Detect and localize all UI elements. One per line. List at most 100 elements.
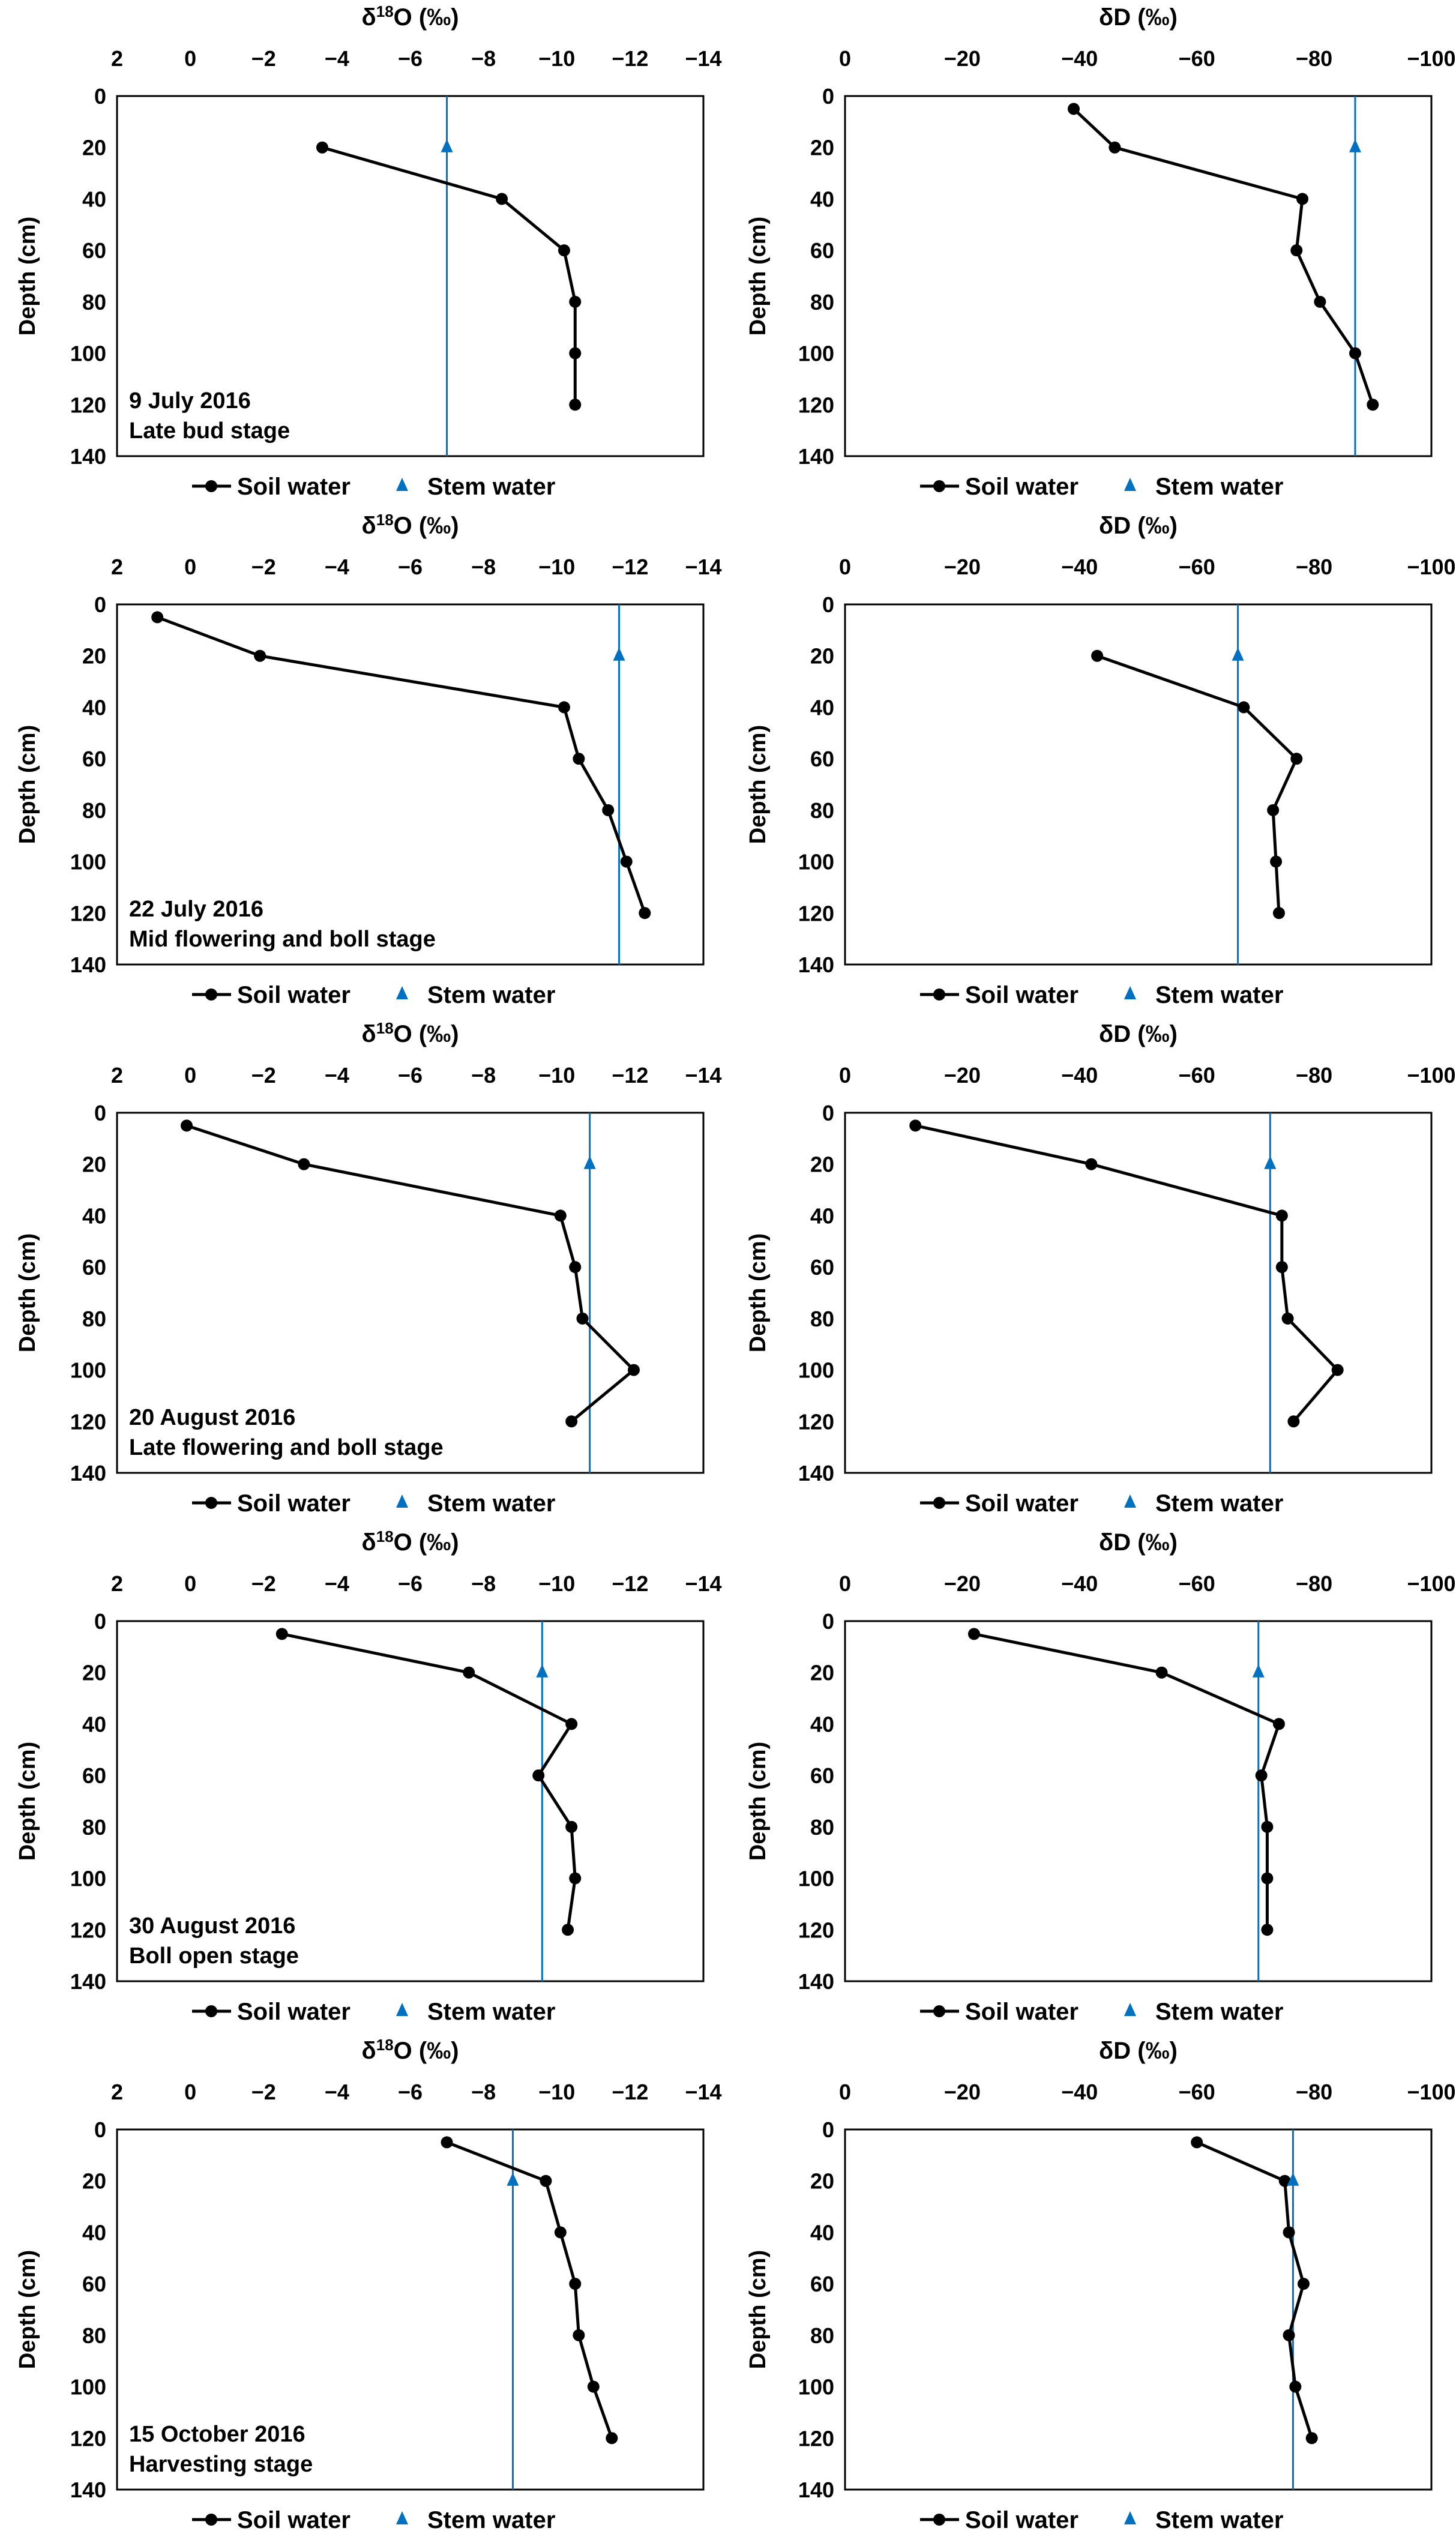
chart-panel-3: δ18O (‰) 2 0 −2 −4 −6 −8 −10 −12 −14 0 20 40 60 80 100 1… bbox=[0, 508, 728, 1017]
y-tick-label: 40 bbox=[810, 695, 834, 720]
y-tick-label: 100 bbox=[70, 1867, 106, 1891]
x-tick-label: −6 bbox=[398, 1063, 423, 1088]
soil-water-line bbox=[1097, 654, 1299, 913]
chart-svg: δ18O (‰)2 0 −2 −4 −6 −8 −10 −12 −140204060801001… bbox=[15, 1019, 722, 1517]
legend-stem-label: Stem water bbox=[427, 474, 555, 500]
x-tick-label: −100 bbox=[1407, 2080, 1455, 2104]
soil-water-point bbox=[967, 1628, 980, 1640]
y-tick-label: 100 bbox=[70, 850, 106, 874]
soil-water-point bbox=[587, 2380, 600, 2393]
y-tick-label: 140 bbox=[798, 952, 834, 977]
legend-soil-marker bbox=[205, 2005, 217, 2017]
plot-frame bbox=[844, 603, 1433, 966]
y-tick-label: 60 bbox=[810, 2272, 834, 2296]
chart-panel-8: δD (‰) 0 −20 −40 −60 −80 −100 0 20 40 60 80 100 120 14… bbox=[728, 1525, 1456, 2033]
x-tick-label: −60 bbox=[1179, 1571, 1215, 1596]
soil-water-point bbox=[1272, 907, 1285, 919]
chart-panel-7: δ18O (‰) 2 0 −2 −4 −6 −8 −10 −12 −14 0 20 40 60 80 100 1… bbox=[0, 1525, 728, 2033]
x-tick-label: −14 bbox=[685, 1571, 721, 1596]
x-tick-label: 2 bbox=[111, 46, 123, 71]
legend-soil-marker bbox=[205, 2514, 217, 2526]
x-tick-label: −8 bbox=[471, 46, 496, 71]
legend-soil-marker bbox=[933, 2005, 945, 2017]
x-tick-label: −60 bbox=[1179, 46, 1215, 71]
y-tick-label: 20 bbox=[82, 1661, 106, 1685]
x-tick-label: −4 bbox=[325, 555, 349, 579]
legend-stem-label: Stem water bbox=[1155, 1490, 1283, 1517]
x-tick-label: −2 bbox=[251, 1571, 276, 1596]
y-tick-label: 20 bbox=[82, 2169, 106, 2194]
chart-svg: δ18O (‰)2 0 −2 −4 −6 −8 −10 −12 −140204060801001… bbox=[15, 2036, 722, 2533]
chart-svg: δ18O (‰)2 0 −2 −4 −6 −8 −10 −12 −140204060801001… bbox=[15, 511, 722, 1008]
y-tick-label: 100 bbox=[798, 850, 834, 874]
legend-soil-marker bbox=[205, 1497, 217, 1509]
y-tick-label: 60 bbox=[810, 1255, 834, 1280]
y-tick-label: 100 bbox=[798, 1867, 834, 1891]
x-axis-title: δ18O (‰) bbox=[361, 2036, 459, 2064]
y-tick-label: 40 bbox=[82, 1203, 106, 1228]
y-tick-label: 80 bbox=[810, 1307, 834, 1331]
y-tick-label: 100 bbox=[70, 2375, 106, 2400]
soil-water-point bbox=[275, 1628, 288, 1640]
y-tick-label: 140 bbox=[798, 444, 834, 469]
y-tick-label: 120 bbox=[798, 393, 834, 417]
y-tick-label: 120 bbox=[798, 1918, 834, 1942]
x-tick-label: −20 bbox=[944, 46, 981, 71]
x-tick-label: −2 bbox=[251, 1063, 276, 1088]
chart-svg: δD (‰) 0 −20 −40 −60 −80 −100 0 20 40 60 80 100 120 14… bbox=[745, 4, 1456, 500]
y-tick-label: 60 bbox=[82, 2272, 106, 2296]
soil-water-point bbox=[1068, 103, 1080, 115]
y-axis-title: Depth (cm) bbox=[15, 217, 40, 336]
x-tick-label: 2 bbox=[111, 1571, 123, 1596]
chart-panel-1: δ18O (‰) 2 0 −2 −4 −6 −8 −10 −12 −14 0 20 40 60 80 100 1… bbox=[0, 0, 728, 508]
y-tick-label: 40 bbox=[82, 2220, 106, 2245]
legend-stem-marker bbox=[396, 1494, 408, 1508]
panel-annotation: Harvesting stage bbox=[129, 2452, 313, 2477]
panel-annotation: 9 July 2016 bbox=[129, 388, 251, 414]
soil-water-point bbox=[554, 1209, 567, 1222]
y-axis-title: Depth (cm) bbox=[15, 1742, 40, 1861]
chart-panel-4: δD (‰) 0 −20 −40 −60 −80 −100 0 20 40 60 80 100 120 14… bbox=[728, 508, 1456, 1017]
soil-water-point bbox=[606, 2432, 618, 2445]
soil-water-line bbox=[915, 1124, 1340, 1422]
soil-water-point bbox=[573, 753, 585, 765]
x-tick-label: −14 bbox=[685, 555, 721, 579]
soil-water-point bbox=[1289, 2380, 1302, 2393]
legend-stem-label: Stem water bbox=[1155, 1999, 1283, 2025]
legend-stem-marker bbox=[396, 2003, 408, 2016]
legend-soil-label: Soil water bbox=[965, 2507, 1078, 2533]
soil-water-line bbox=[322, 146, 577, 405]
soil-water-point bbox=[573, 2329, 585, 2341]
y-axis-title: Depth (cm) bbox=[745, 217, 771, 336]
y-tick-label: 80 bbox=[82, 798, 106, 823]
x-tick-label: −100 bbox=[1407, 1571, 1455, 1596]
y-tick-label: 20 bbox=[810, 2169, 834, 2194]
x-tick-label: −6 bbox=[398, 2080, 423, 2104]
legend-soil-marker bbox=[933, 1497, 945, 1509]
y-tick-label: 120 bbox=[70, 1409, 106, 1434]
legend-soil-marker bbox=[933, 2514, 945, 2526]
soil-water-point bbox=[1270, 855, 1283, 868]
legend-stem-marker bbox=[1124, 986, 1136, 999]
soil-water-point bbox=[1085, 1158, 1098, 1170]
legend-stem-marker bbox=[1124, 2511, 1136, 2524]
soil-water-point bbox=[1261, 1924, 1274, 1936]
y-tick-label: 40 bbox=[810, 2220, 834, 2245]
soil-water-point bbox=[1272, 1718, 1285, 1730]
y-tick-label: 120 bbox=[798, 901, 834, 925]
x-tick-label: −40 bbox=[1061, 1571, 1098, 1596]
soil-water-point bbox=[627, 1364, 640, 1376]
x-tick-label: 0 bbox=[184, 2080, 196, 2104]
soil-water-line bbox=[157, 616, 646, 914]
x-tick-label: −12 bbox=[612, 2080, 648, 2104]
y-tick-label: 100 bbox=[70, 342, 106, 366]
stem-water-point bbox=[536, 1664, 549, 1678]
y-tick-label: 0 bbox=[822, 2117, 834, 2142]
y-tick-label: 40 bbox=[82, 695, 106, 720]
x-tick-label: −60 bbox=[1179, 555, 1215, 579]
panel-annotation: 22 July 2016 bbox=[129, 897, 263, 922]
chart-panel-2: δD (‰) 0 −20 −40 −60 −80 −100 0 20 40 60 80 100 120 14… bbox=[728, 0, 1456, 508]
legend-stem-marker bbox=[1124, 478, 1136, 491]
x-tick-label: −40 bbox=[1061, 555, 1098, 579]
chart-svg: δD (‰) 0 −20 −40 −60 −80 −100 0 20 40 60 80 100 120 14… bbox=[745, 513, 1456, 1008]
